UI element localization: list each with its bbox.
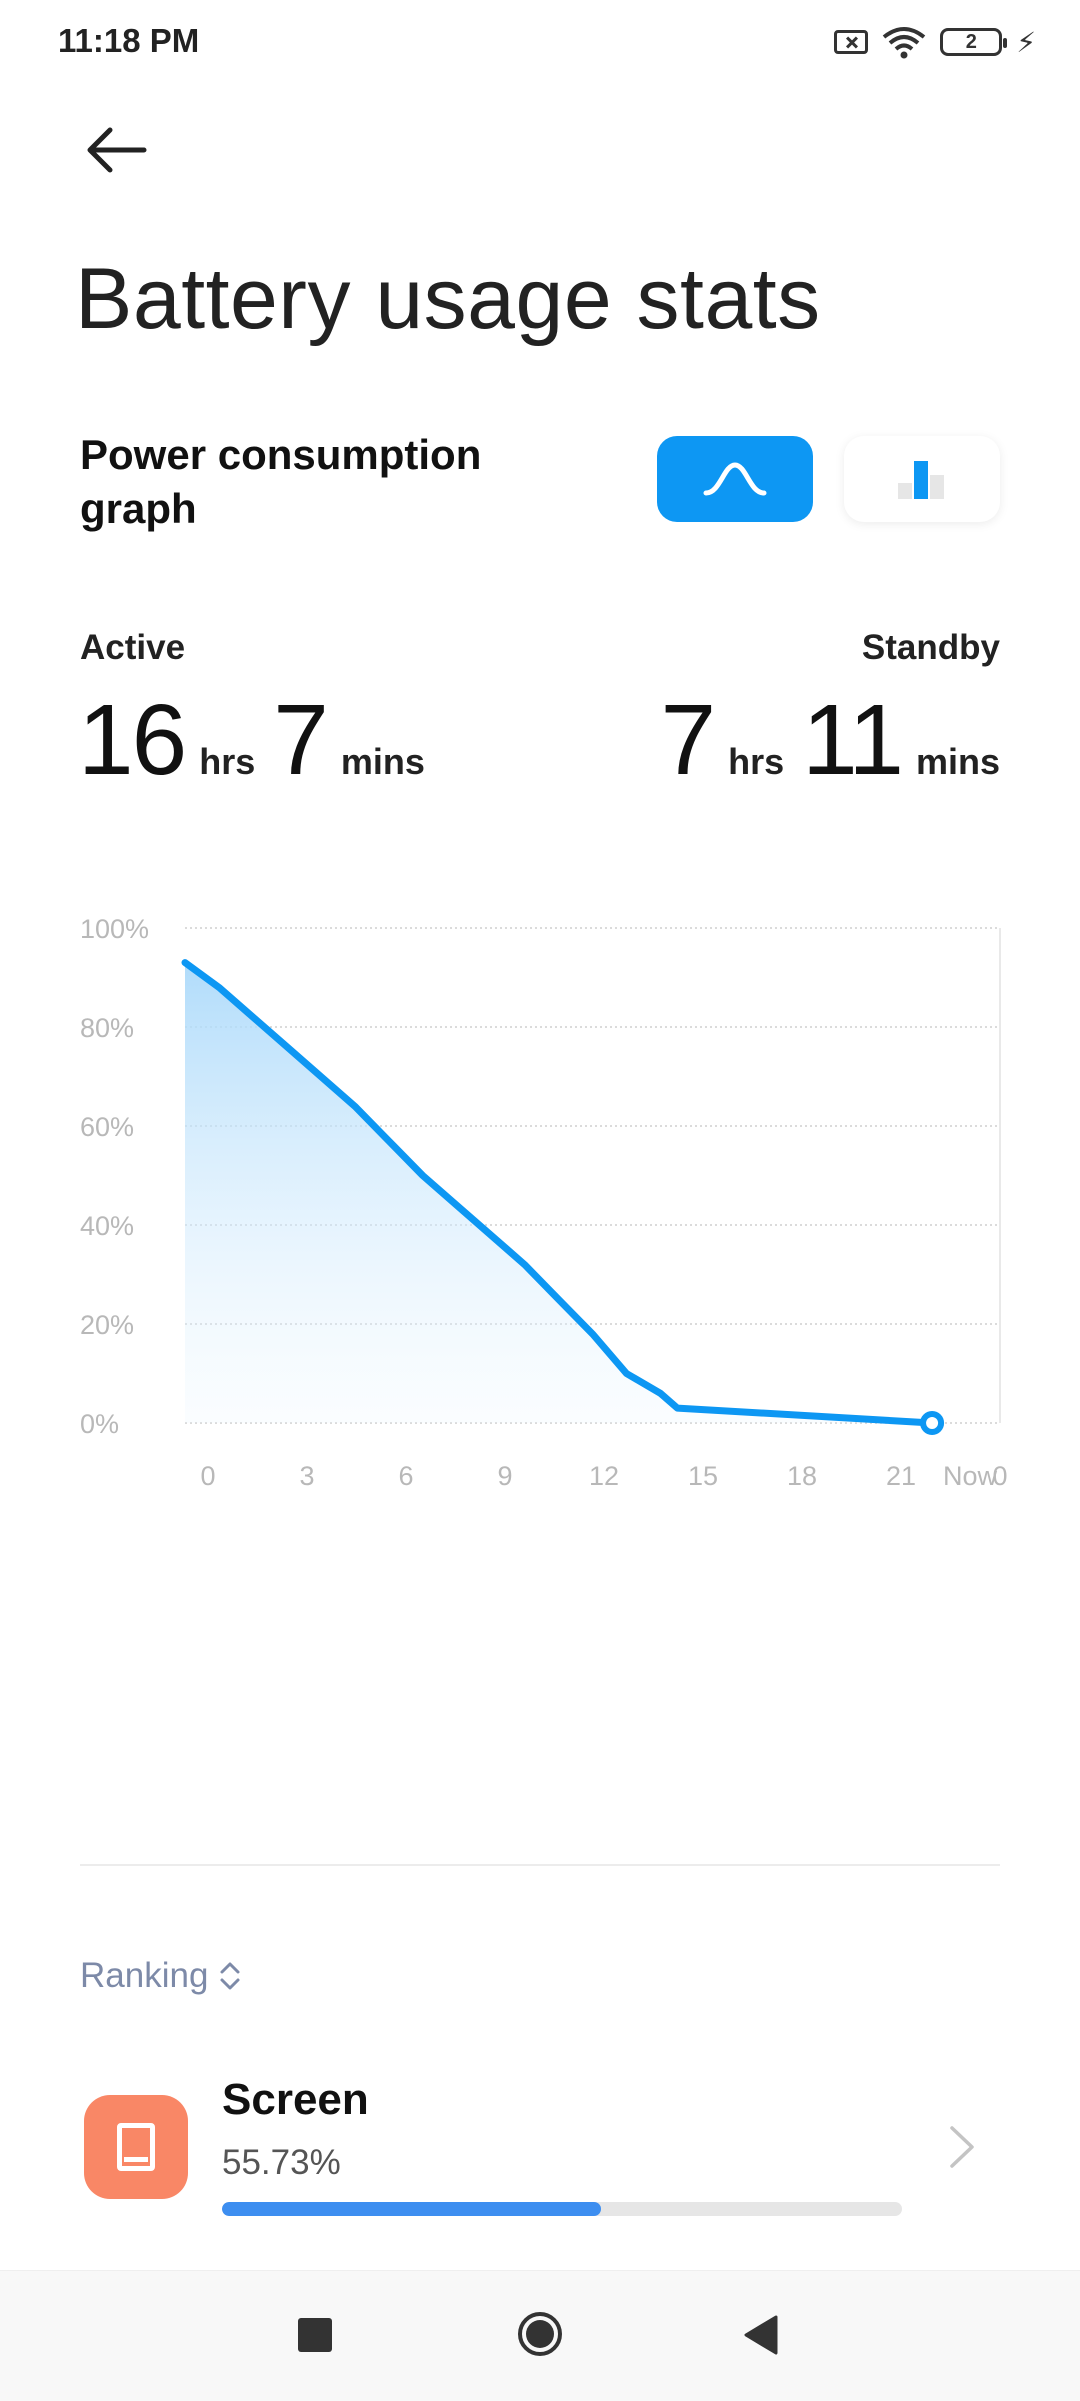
x-tick-label: 15 <box>688 1461 718 1491</box>
curve-icon <box>703 462 767 496</box>
y-tick-label: 100% <box>80 914 149 944</box>
usage-progress-fill <box>222 2202 601 2216</box>
battery-icon: 2 <box>940 28 1008 56</box>
hrs-unit: hrs <box>199 741 256 782</box>
ranking-label: Ranking <box>80 1956 209 1995</box>
recents-button[interactable] <box>298 2318 332 2352</box>
screen-icon <box>84 2095 188 2199</box>
graph-section-title: Power consumption graph <box>80 431 482 532</box>
y-tick-label: 0% <box>80 1409 119 1439</box>
home-button[interactable] <box>516 2310 564 2358</box>
y-tick-label: 40% <box>80 1211 134 1241</box>
no-sim-icon <box>834 30 869 54</box>
battery-area-fill <box>185 962 933 1423</box>
active-minutes: 7 <box>273 684 329 796</box>
curve-view-toggle[interactable] <box>657 436 813 522</box>
app-percent: 55.73% <box>222 2143 341 2182</box>
battery-level-line <box>181 959 936 1427</box>
x-tick-label: Now <box>943 1461 998 1491</box>
x-tick-label: 21 <box>886 1461 916 1491</box>
battery-level: 2 <box>965 30 977 53</box>
sort-chevrons-icon <box>220 1962 240 1990</box>
y-tick-label: 60% <box>80 1112 134 1142</box>
x-tick-label: 3 <box>299 1461 314 1491</box>
bar-chart-icon <box>898 461 944 499</box>
wifi-icon <box>883 27 926 59</box>
back-arrow-icon[interactable] <box>80 120 150 180</box>
nav-back-button[interactable] <box>742 2315 780 2355</box>
current-point-marker <box>920 1411 945 1435</box>
app-name: Screen <box>222 2075 369 2124</box>
usage-progress-bar <box>222 2202 902 2216</box>
y-tick-label: 80% <box>80 1013 134 1043</box>
mins-unit: mins <box>340 741 425 782</box>
chevron-right-icon[interactable] <box>944 2122 980 2172</box>
page-title: Battery usage stats <box>75 251 821 347</box>
status-time: 11:18 PM <box>58 22 200 59</box>
standby-hours: 7 <box>660 684 717 796</box>
standby-duration: 7 hrs 11 mins <box>661 690 1001 790</box>
bar-view-toggle[interactable] <box>844 436 1000 522</box>
hrs-unit: hrs <box>728 741 785 782</box>
y-tick-label: 20% <box>80 1310 134 1340</box>
charging-icon: ⚡ <box>1016 26 1036 58</box>
standby-minutes: 11 <box>802 684 904 796</box>
x-tick-label: 12 <box>589 1461 619 1491</box>
x-tick-label: 0 <box>992 1461 1007 1491</box>
x-tick-label: 6 <box>398 1461 413 1491</box>
standby-label: Standby <box>861 628 1000 667</box>
x-tick-label: 9 <box>497 1461 512 1491</box>
divider <box>80 1864 1000 1866</box>
active-label: Active <box>80 628 186 667</box>
active-hours: 16 <box>78 684 187 796</box>
mins-unit: mins <box>915 741 1000 782</box>
ranking-sort-button[interactable]: Ranking <box>80 1956 242 1996</box>
status-icons: 2 ⚡ <box>834 22 1036 62</box>
active-duration: 16 hrs 7 mins <box>78 690 425 790</box>
x-tick-label: 0 <box>200 1461 215 1491</box>
x-tick-label: 18 <box>787 1461 817 1491</box>
